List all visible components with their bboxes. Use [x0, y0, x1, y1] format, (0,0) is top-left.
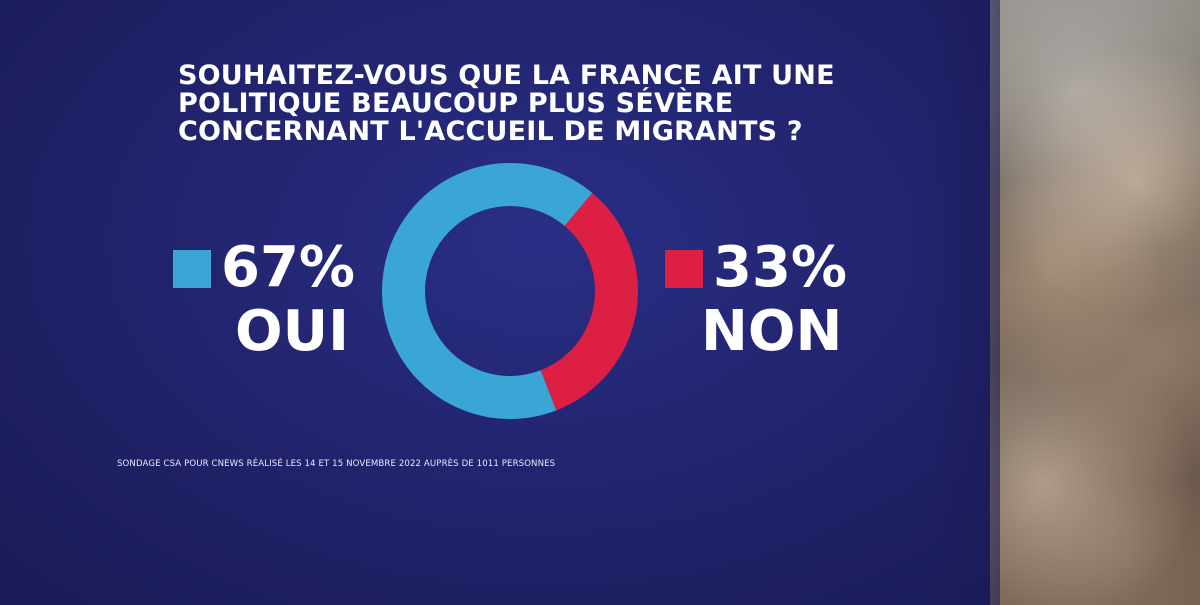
legend-oui-percent: 67%	[221, 235, 356, 300]
legend-non-label: NON	[701, 299, 843, 364]
donut-slice-oui	[382, 163, 593, 419]
legend-oui-swatch	[173, 250, 211, 288]
panel-edge-fade	[930, 0, 1000, 605]
chart-title: SOUHAITEZ-VOUS QUE LA FRANCE AIT UNE POL…	[178, 60, 835, 147]
legend-non-percent: 33%	[713, 235, 848, 300]
donut-slices	[382, 163, 638, 419]
crowd-photo	[990, 0, 1200, 605]
legend-non-swatch	[665, 250, 703, 288]
source-note: SONDAGE CSA POUR CNEWS RÉALISÉ LES 14 ET…	[117, 459, 556, 469]
legend-oui-label: OUI	[235, 299, 349, 364]
donut-chart	[382, 163, 638, 419]
chart-panel	[0, 0, 990, 605]
donut-slice-non	[540, 192, 638, 411]
